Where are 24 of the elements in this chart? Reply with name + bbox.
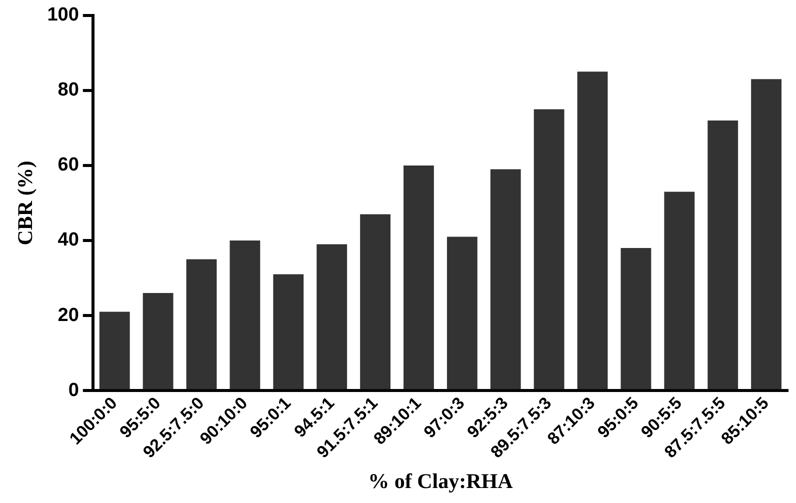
bar	[708, 120, 738, 390]
bar	[751, 79, 782, 390]
y-axis-title: CBR (%)	[13, 160, 38, 246]
y-tick-label: 100	[47, 4, 79, 26]
bar	[316, 244, 348, 390]
y-tick-label: 0	[68, 380, 79, 401]
bar	[446, 236, 478, 390]
bar	[273, 274, 304, 390]
bar	[490, 169, 521, 390]
bar	[404, 165, 434, 390]
bar	[99, 312, 130, 390]
y-tick-label: 20	[58, 304, 79, 326]
bar	[360, 214, 390, 390]
bar	[534, 109, 564, 390]
bar	[186, 259, 217, 390]
bar	[142, 293, 174, 390]
y-tick-label: 60	[58, 154, 79, 176]
x-axis-title: % of Clay:RHA	[368, 468, 514, 493]
bar	[664, 192, 695, 390]
y-tick-label: 40	[58, 230, 79, 251]
y-tick-label: 80	[58, 80, 79, 101]
bar	[577, 72, 608, 390]
bar	[620, 248, 652, 390]
bar	[230, 240, 260, 390]
